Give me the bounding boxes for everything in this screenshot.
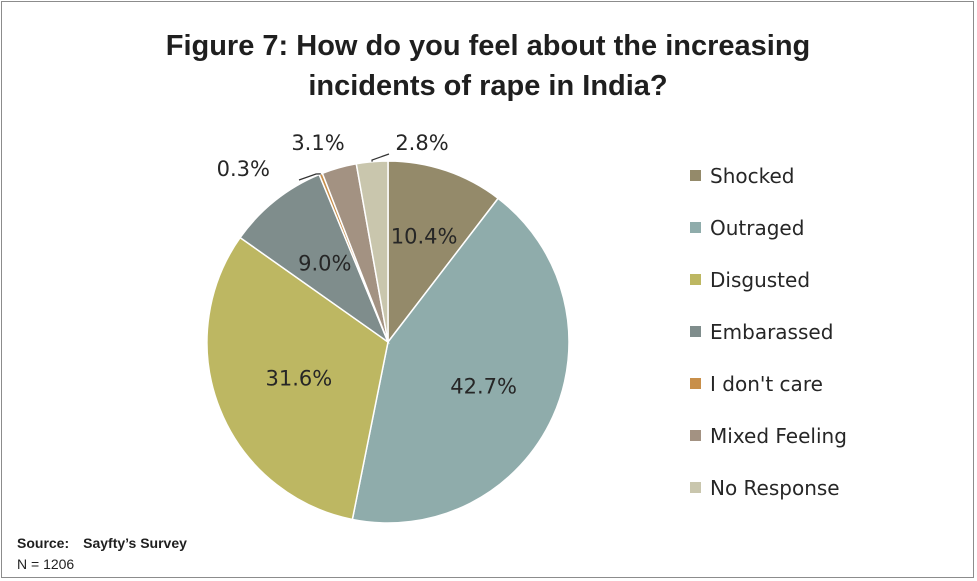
legend-item-shocked: Shocked [690,164,794,188]
source-note: Source: Sayfty’s Survey [17,535,187,551]
legend-label-shocked: Shocked [710,164,794,188]
legend-item-outraged: Outraged [690,216,804,240]
legend-item-mixed-feeling: Mixed Feeling [690,424,847,448]
legend-swatch-mixed-feeling [690,430,701,441]
data-label-i-don-t-care: 0.3% [217,157,270,181]
legend-swatch-shocked [690,170,701,181]
legend-swatch-no-response [690,482,701,493]
legend-label-disgusted: Disgusted [710,268,810,292]
legend-swatch-disgusted [690,274,701,285]
legend-swatch-outraged [690,222,701,233]
chart-title-line-2: incidents of rape in India? [308,70,667,102]
pie-slices [206,160,570,524]
legend: Shocked Outraged Disgusted Embarassed I don'… [690,164,847,500]
data-label-outraged: 42.7% [450,374,517,398]
data-label-no-response: 2.8% [395,131,448,155]
chart-title-line-1: Figure 7: How do you feel about the incr… [166,30,811,62]
data-label-embarassed: 9.0% [298,252,351,276]
legend-item-disgusted: Disgusted [690,268,810,292]
legend-item-embarassed: Embarassed [690,320,833,344]
pie-slice-shocked [387,160,500,345]
sample-size-note: N = 1206 [17,556,75,572]
legend-swatch-embarassed [690,326,701,337]
data-labels: 10.4% 42.7% 31.6% 9.0% 0.3% 3.1% 2.8% [217,131,517,398]
pie-slice-embarassed [239,173,390,345]
data-label-shocked: 10.4% [391,225,458,249]
data-label-mixed-feeling: 3.1% [291,131,344,155]
pie-slice-disgusted [206,236,389,521]
legend-label-outraged: Outraged [710,216,804,240]
pie-slice-outraged [351,197,570,524]
leader-line-i-don-t-care [298,173,321,181]
leader-lines [298,153,390,181]
pie-slice-no-response [355,160,389,343]
legend-label-i-don-t-care: I don't care [710,372,823,396]
source-label: Source: [17,535,70,551]
source-value: Sayfty’s Survey [83,535,187,551]
leader-line-no-response [371,153,390,162]
legend-item-i-don-t-care: I don't care [690,372,823,396]
data-label-disgusted: 31.6% [266,367,333,391]
legend-swatch-i-don-t-care [690,378,701,389]
legend-label-no-response: No Response [710,476,840,500]
legend-item-no-response: No Response [690,476,840,500]
legend-label-embarassed: Embarassed [710,320,833,344]
legend-label-mixed-feeling: Mixed Feeling [710,424,847,448]
